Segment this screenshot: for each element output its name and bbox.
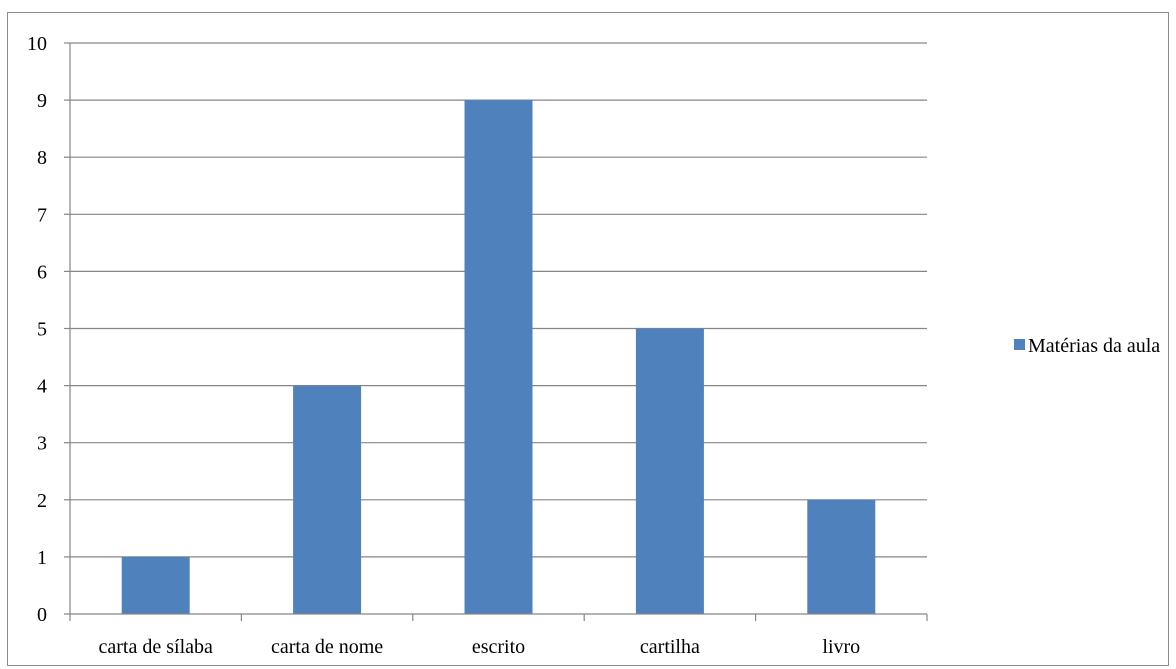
bar (635, 328, 704, 614)
bars (121, 100, 876, 615)
x-tick-label: carta de nome (271, 636, 383, 658)
y-tick-label: 7 (37, 204, 47, 226)
legend-swatch (1014, 339, 1025, 350)
y-tick-label: 4 (37, 376, 47, 398)
y-tick-label: 10 (27, 33, 47, 55)
bar (121, 556, 190, 614)
x-tick-label: escrito (472, 636, 525, 658)
y-tick-label: 6 (37, 261, 47, 283)
y-tick-label: 5 (37, 319, 47, 341)
y-tick-label: 3 (37, 433, 47, 455)
x-tick-label: carta de sílaba (99, 636, 213, 658)
y-tick-label: 1 (37, 547, 47, 569)
y-tick-label: 0 (37, 604, 47, 626)
y-tick-label: 9 (37, 90, 47, 112)
legend: Matérias da aula (1014, 335, 1160, 357)
x-axis: carta de sílaba carta de nome escrito carti… (69, 613, 928, 658)
y-tick-label: 2 (37, 490, 47, 512)
y-tick-label: 8 (37, 147, 47, 169)
x-tick-label: livro (822, 636, 860, 658)
bar (807, 499, 876, 614)
bar (293, 385, 362, 614)
legend-label: Matérias da aula (1028, 335, 1160, 357)
bar (464, 100, 533, 615)
x-tick-label: cartilha (640, 636, 700, 658)
y-axis: 0 1 2 3 4 5 6 7 8 9 10 (27, 33, 71, 626)
